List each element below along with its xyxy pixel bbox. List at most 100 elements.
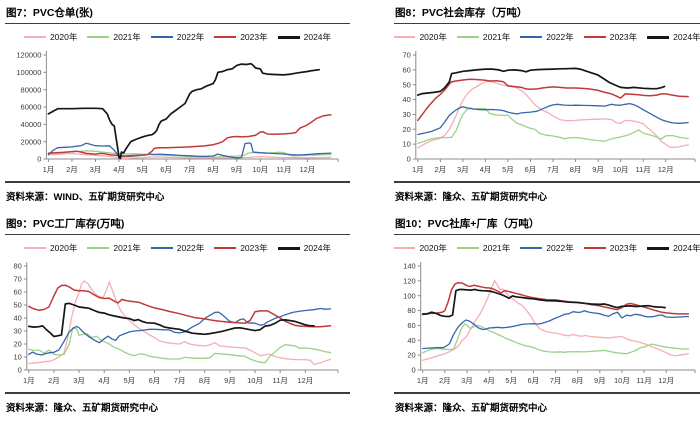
svg-text:0: 0 [412, 366, 416, 375]
legend-label: 2021年 [482, 243, 511, 254]
legend-item: 2020年 [23, 31, 77, 43]
legend-label: 2022年 [176, 243, 205, 254]
legend-item: 2020年 [394, 31, 447, 43]
legend-item: 2024年 [647, 31, 700, 43]
svg-text:40: 40 [407, 336, 415, 345]
legend-item: 2022年 [520, 31, 574, 43]
legend: 2020年 2021年 2022年 2023年 2024年 [394, 27, 700, 47]
svg-text:80: 80 [13, 262, 21, 271]
legend-swatch [583, 36, 606, 39]
svg-text:11月: 11月 [273, 376, 288, 385]
legend-label: 2022年 [176, 32, 205, 43]
legend-item: 2024年 [277, 31, 332, 43]
svg-text:2月: 2月 [439, 376, 451, 385]
legend-label: 2020年 [49, 243, 78, 254]
legend-swatch [394, 36, 416, 39]
svg-text:10月: 10月 [613, 165, 629, 174]
legend-swatch [214, 247, 237, 250]
svg-text:12月: 12月 [658, 165, 674, 174]
line-chart: 0 20000 40000 60000 80000 100000 120000 1月 2月 3月 4… [16, 51, 339, 174]
divider [394, 23, 700, 25]
legend-item: 2022年 [520, 242, 574, 254]
legend-item: 2021年 [456, 31, 511, 43]
legend: 2020年 2021年 2022年 2023年 2024年 [5, 238, 350, 258]
divider [394, 234, 700, 236]
svg-text:40000: 40000 [21, 120, 42, 129]
source-note: 资料来源：隆众、五矿期货研究中心 [395, 402, 548, 414]
svg-text:11月: 11月 [636, 376, 651, 385]
svg-text:100000: 100000 [16, 68, 41, 77]
line-chart: 0 20 40 60 80 100 120 140 1月 2月 3月 4月 5月 6月 7月 8月 9月 10月 1… [403, 262, 696, 385]
svg-text:120: 120 [403, 277, 416, 286]
legend-item: 2023年 [214, 31, 268, 43]
legend-swatch [456, 247, 479, 250]
legend-swatch [277, 247, 300, 250]
legend-item: 2024年 [277, 242, 331, 254]
legend-item: 2023年 [583, 242, 637, 254]
line-chart: 0 10 20 30 40 50 60 70 1月 2月 3月 4月 5月 6月 7月 8月 9月 10月 11月 1… [402, 51, 696, 174]
legend-label: 2024年 [673, 32, 700, 43]
legend-item: 2023年 [583, 31, 638, 43]
source-note: 资料来源：隆众、五矿期货研究中心 [395, 191, 548, 203]
legend-swatch [87, 247, 110, 250]
legend-swatch [150, 36, 173, 39]
legend-item: 2021年 [87, 31, 141, 43]
svg-text:12月: 12月 [297, 376, 313, 385]
svg-text:10月: 10月 [614, 376, 630, 385]
svg-text:1月: 1月 [43, 165, 55, 174]
svg-text:11月: 11月 [636, 165, 651, 174]
legend: 2020年 2021年 2022年 2023年 2024年 [394, 238, 700, 258]
svg-text:12月: 12月 [658, 376, 674, 385]
svg-text:60000: 60000 [21, 103, 42, 112]
legend-swatch [23, 247, 46, 250]
svg-text:30: 30 [402, 110, 410, 119]
figure-title: 图10：PVC社库+厂库（万吨） [395, 218, 540, 230]
legend-item: 2022年 [150, 242, 205, 254]
svg-text:0: 0 [18, 366, 22, 375]
svg-text:4月: 4月 [483, 376, 495, 385]
legend-item: 2023年 [214, 242, 268, 254]
svg-text:5月: 5月 [505, 376, 517, 385]
legend-item: 2024年 [647, 242, 700, 254]
legend-label: 2020年 [419, 32, 447, 43]
legend-label: 2022年 [546, 243, 574, 254]
legend-item: 2021年 [456, 242, 511, 254]
svg-text:60: 60 [13, 288, 21, 297]
svg-text:10月: 10月 [252, 165, 268, 174]
svg-text:1月: 1月 [412, 165, 424, 174]
svg-text:60: 60 [407, 321, 415, 330]
svg-text:100: 100 [403, 292, 416, 301]
svg-text:120000: 120000 [16, 51, 41, 60]
svg-text:50: 50 [402, 81, 410, 90]
legend-label: 2021年 [482, 32, 511, 43]
figure-title: 图8：PVC社会库存（万吨） [395, 7, 528, 19]
svg-text:0: 0 [407, 155, 411, 164]
svg-text:60: 60 [402, 66, 410, 75]
svg-text:9月: 9月 [231, 165, 243, 174]
svg-text:1月: 1月 [417, 376, 429, 385]
legend-item: 2022年 [150, 31, 205, 43]
legend-label: 2021年 [113, 243, 141, 254]
legend-label: 2023年 [609, 32, 638, 43]
legend-item: 2021年 [87, 242, 141, 254]
legend-swatch [150, 247, 173, 250]
svg-text:5月: 5月 [502, 165, 514, 174]
legend-swatch [520, 36, 543, 39]
svg-text:4月: 4月 [98, 376, 110, 385]
legend-label: 2023年 [240, 32, 268, 43]
figure-panel-9: 图9：PVC工厂库存(万吨) 2020年 2021年 2022年 2023年 2024年… [5, 213, 350, 423]
legend-swatch [87, 36, 110, 39]
svg-text:70: 70 [13, 275, 21, 284]
legend-label: 2024年 [303, 32, 332, 43]
legend-label: 2024年 [673, 243, 700, 254]
svg-text:3月: 3月 [457, 165, 469, 174]
divider [5, 181, 350, 183]
legend-item: 2020年 [394, 242, 447, 254]
legend-swatch [214, 36, 237, 39]
svg-text:40: 40 [13, 314, 21, 323]
svg-text:9月: 9月 [592, 165, 604, 174]
svg-text:3月: 3月 [73, 376, 85, 385]
svg-text:3月: 3月 [461, 376, 473, 385]
legend-swatch [520, 247, 543, 250]
svg-text:2月: 2月 [435, 165, 447, 174]
